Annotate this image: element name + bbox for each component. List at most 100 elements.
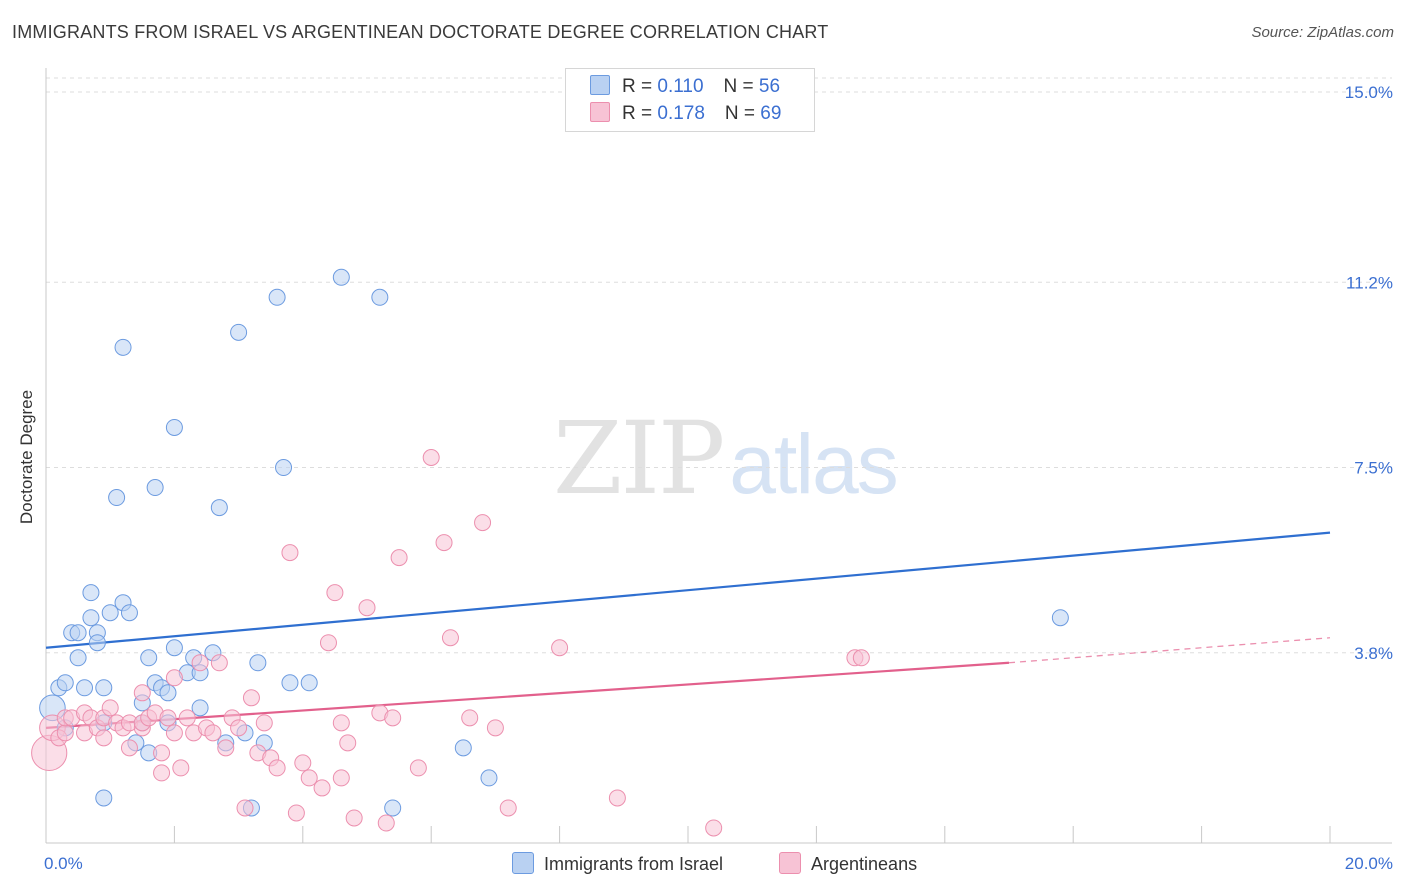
legend-row-israel: R = 0.110 N = 56 — [590, 75, 780, 101]
israel-point — [140, 649, 158, 667]
legend-n-value-argentina: 69 — [760, 103, 782, 124]
argentina-point — [390, 549, 408, 567]
israel-point — [114, 338, 132, 356]
israel-point — [300, 674, 318, 692]
israel-point — [82, 609, 100, 627]
argentina-point — [236, 799, 254, 817]
israel-point — [165, 639, 183, 657]
argentina-point — [474, 514, 492, 532]
argentina-point — [326, 584, 344, 602]
legend-n-label-argentina: N = — [724, 103, 761, 124]
argentina-point — [377, 814, 395, 832]
israel-point — [88, 634, 106, 652]
argentina-point — [409, 759, 427, 777]
argentina-point — [319, 634, 337, 652]
y-tick-label: 15.0% — [1345, 83, 1393, 102]
israel-point — [101, 604, 119, 622]
israel-point — [95, 679, 113, 697]
argentina-point — [230, 719, 248, 737]
source-label: Source: ZipAtlas.com — [1251, 24, 1394, 41]
correlation-legend: R = 0.110 N = 56 R = 0.178 N = 69 — [565, 68, 815, 132]
gridlines — [46, 77, 1392, 654]
israel-point — [165, 418, 183, 436]
argentina-point — [56, 724, 74, 742]
data-points — [31, 268, 1069, 837]
legend-r-label-israel: R = — [622, 76, 658, 97]
legend-n-label-israel: N = — [723, 76, 759, 97]
bottom-legend-label-israel: Immigrants from Israel — [544, 854, 724, 874]
legend-r-value-israel: 0.110 — [657, 76, 704, 97]
argentina-point — [172, 759, 190, 777]
israel-point — [454, 739, 472, 757]
argentina-point — [435, 534, 453, 552]
argentina-point — [332, 714, 350, 732]
israel-point — [332, 268, 350, 286]
israel-point — [82, 584, 100, 602]
bottom-legend-israel: Immigrants from Israel — [512, 852, 723, 875]
israel-point — [108, 489, 126, 507]
x-tick-label: 20.0% — [1345, 854, 1393, 873]
argentina-point — [133, 684, 151, 702]
israel-point — [120, 604, 138, 622]
argentina-point — [159, 709, 177, 727]
y-tick-label: 7.5% — [1354, 459, 1393, 478]
argentina-point — [210, 654, 228, 672]
bottom-legend-swatch-israel — [512, 852, 534, 874]
argentina-point — [165, 669, 183, 687]
argentina-point — [345, 809, 363, 827]
legend-r-value-argentina: 0.178 — [657, 103, 705, 124]
argentina-point — [153, 744, 171, 762]
israel-point — [95, 789, 113, 807]
argentina-point — [852, 649, 870, 667]
argentina-point — [281, 544, 299, 562]
trend-lines — [45, 531, 1331, 729]
y-tick-label: 11.2% — [1346, 273, 1393, 292]
argentina-point — [153, 764, 171, 782]
bottom-legend-swatch-argentina — [779, 852, 801, 874]
bottom-legend-argentina: Argentineans — [779, 852, 917, 875]
argentina-trend-line — [45, 661, 1010, 729]
legend-swatch-israel — [590, 75, 610, 95]
watermark-atlas: atlas — [729, 417, 898, 511]
argentina-point — [551, 639, 569, 657]
argentina-point — [95, 729, 113, 747]
legend-n-value-israel: 56 — [758, 76, 781, 97]
argentina-point — [120, 739, 138, 757]
israel-point — [159, 684, 177, 702]
israel-point — [384, 799, 402, 817]
argentina-point — [217, 739, 235, 757]
argentina-point — [384, 709, 402, 727]
argentina-point — [294, 754, 312, 772]
israel-point — [249, 654, 267, 672]
watermark-zip: ZIP — [553, 400, 725, 517]
argentina-point — [165, 724, 183, 742]
argentina-point — [358, 599, 376, 617]
argentina-point — [255, 714, 273, 732]
argentina-point — [300, 769, 318, 787]
argentina-point — [486, 719, 504, 737]
argentina-point — [287, 804, 305, 822]
x-tick-label: 0.0% — [44, 854, 83, 873]
y-tick-label: 3.8% — [1354, 644, 1393, 663]
watermark: ZIPatlas — [553, 400, 899, 517]
argentina-point — [101, 699, 119, 717]
argentina-point — [499, 799, 517, 817]
israel-point — [480, 769, 498, 787]
israel-point — [230, 323, 248, 341]
chart-title: IMMIGRANTS FROM ISRAEL VS ARGENTINEAN DO… — [12, 22, 829, 42]
argentina-point — [204, 724, 222, 742]
israel-point — [146, 479, 164, 497]
israel-point — [56, 674, 74, 692]
y-axis-label: Doctorate Degree — [17, 389, 36, 525]
argentina-point — [268, 759, 286, 777]
israel-trend-line — [45, 531, 1331, 649]
argentina-point — [441, 629, 459, 647]
bottom-legend-label-argentina: Argentineans — [811, 854, 918, 874]
argentina-point — [313, 779, 331, 797]
argentina-point — [422, 449, 440, 466]
argentina-point — [178, 709, 196, 727]
israel-point — [1051, 609, 1069, 627]
legend-row-argentina: R = 0.178 N = 69 — [590, 102, 781, 128]
israel-point — [69, 649, 87, 667]
